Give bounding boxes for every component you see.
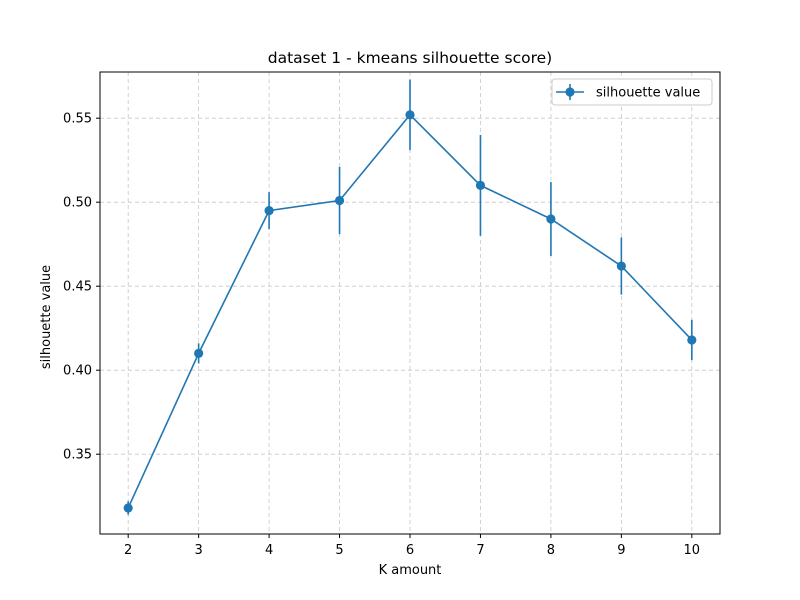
data-point [334, 195, 345, 206]
x-tick-label: 5 [335, 543, 343, 558]
legend: silhouette value [551, 78, 713, 106]
x-tick-label: 4 [265, 543, 273, 558]
x-tick-label: 2 [124, 543, 132, 558]
data-point [194, 348, 204, 358]
data-point [687, 335, 697, 345]
x-axis-ticks: 2 3 4 5 6 7 8 9 10 [124, 534, 700, 558]
chart-title: dataset 1 - kmeans silhouette score) [268, 49, 552, 67]
y-axis-label: silhouette value [39, 265, 54, 369]
x-tick-label: 3 [194, 543, 202, 558]
legend-box [551, 78, 713, 106]
x-tick-label: 7 [476, 543, 484, 558]
data-point [264, 206, 274, 216]
y-axis-ticks: 0.35 0.40 0.45 0.50 0.55 [63, 112, 100, 463]
data-points [123, 110, 697, 513]
x-tick-label: 9 [617, 543, 625, 558]
x-axis-label: K amount [379, 563, 442, 578]
data-point [405, 110, 415, 120]
data-point [475, 180, 486, 190]
legend-label: silhouette value [596, 86, 700, 101]
x-tick-label: 10 [684, 543, 701, 558]
y-tick-label: 0.40 [63, 364, 92, 379]
x-tick-label: 6 [406, 543, 414, 558]
y-tick-label: 0.35 [63, 448, 92, 463]
y-tick-label: 0.50 [63, 196, 92, 211]
y-tick-label: 0.55 [63, 112, 92, 127]
legend-point-marker [565, 87, 575, 97]
data-point [616, 261, 626, 271]
data-point [546, 214, 556, 224]
x-tick-label: 8 [547, 543, 555, 558]
data-point [123, 503, 133, 513]
y-tick-label: 0.45 [63, 280, 92, 295]
